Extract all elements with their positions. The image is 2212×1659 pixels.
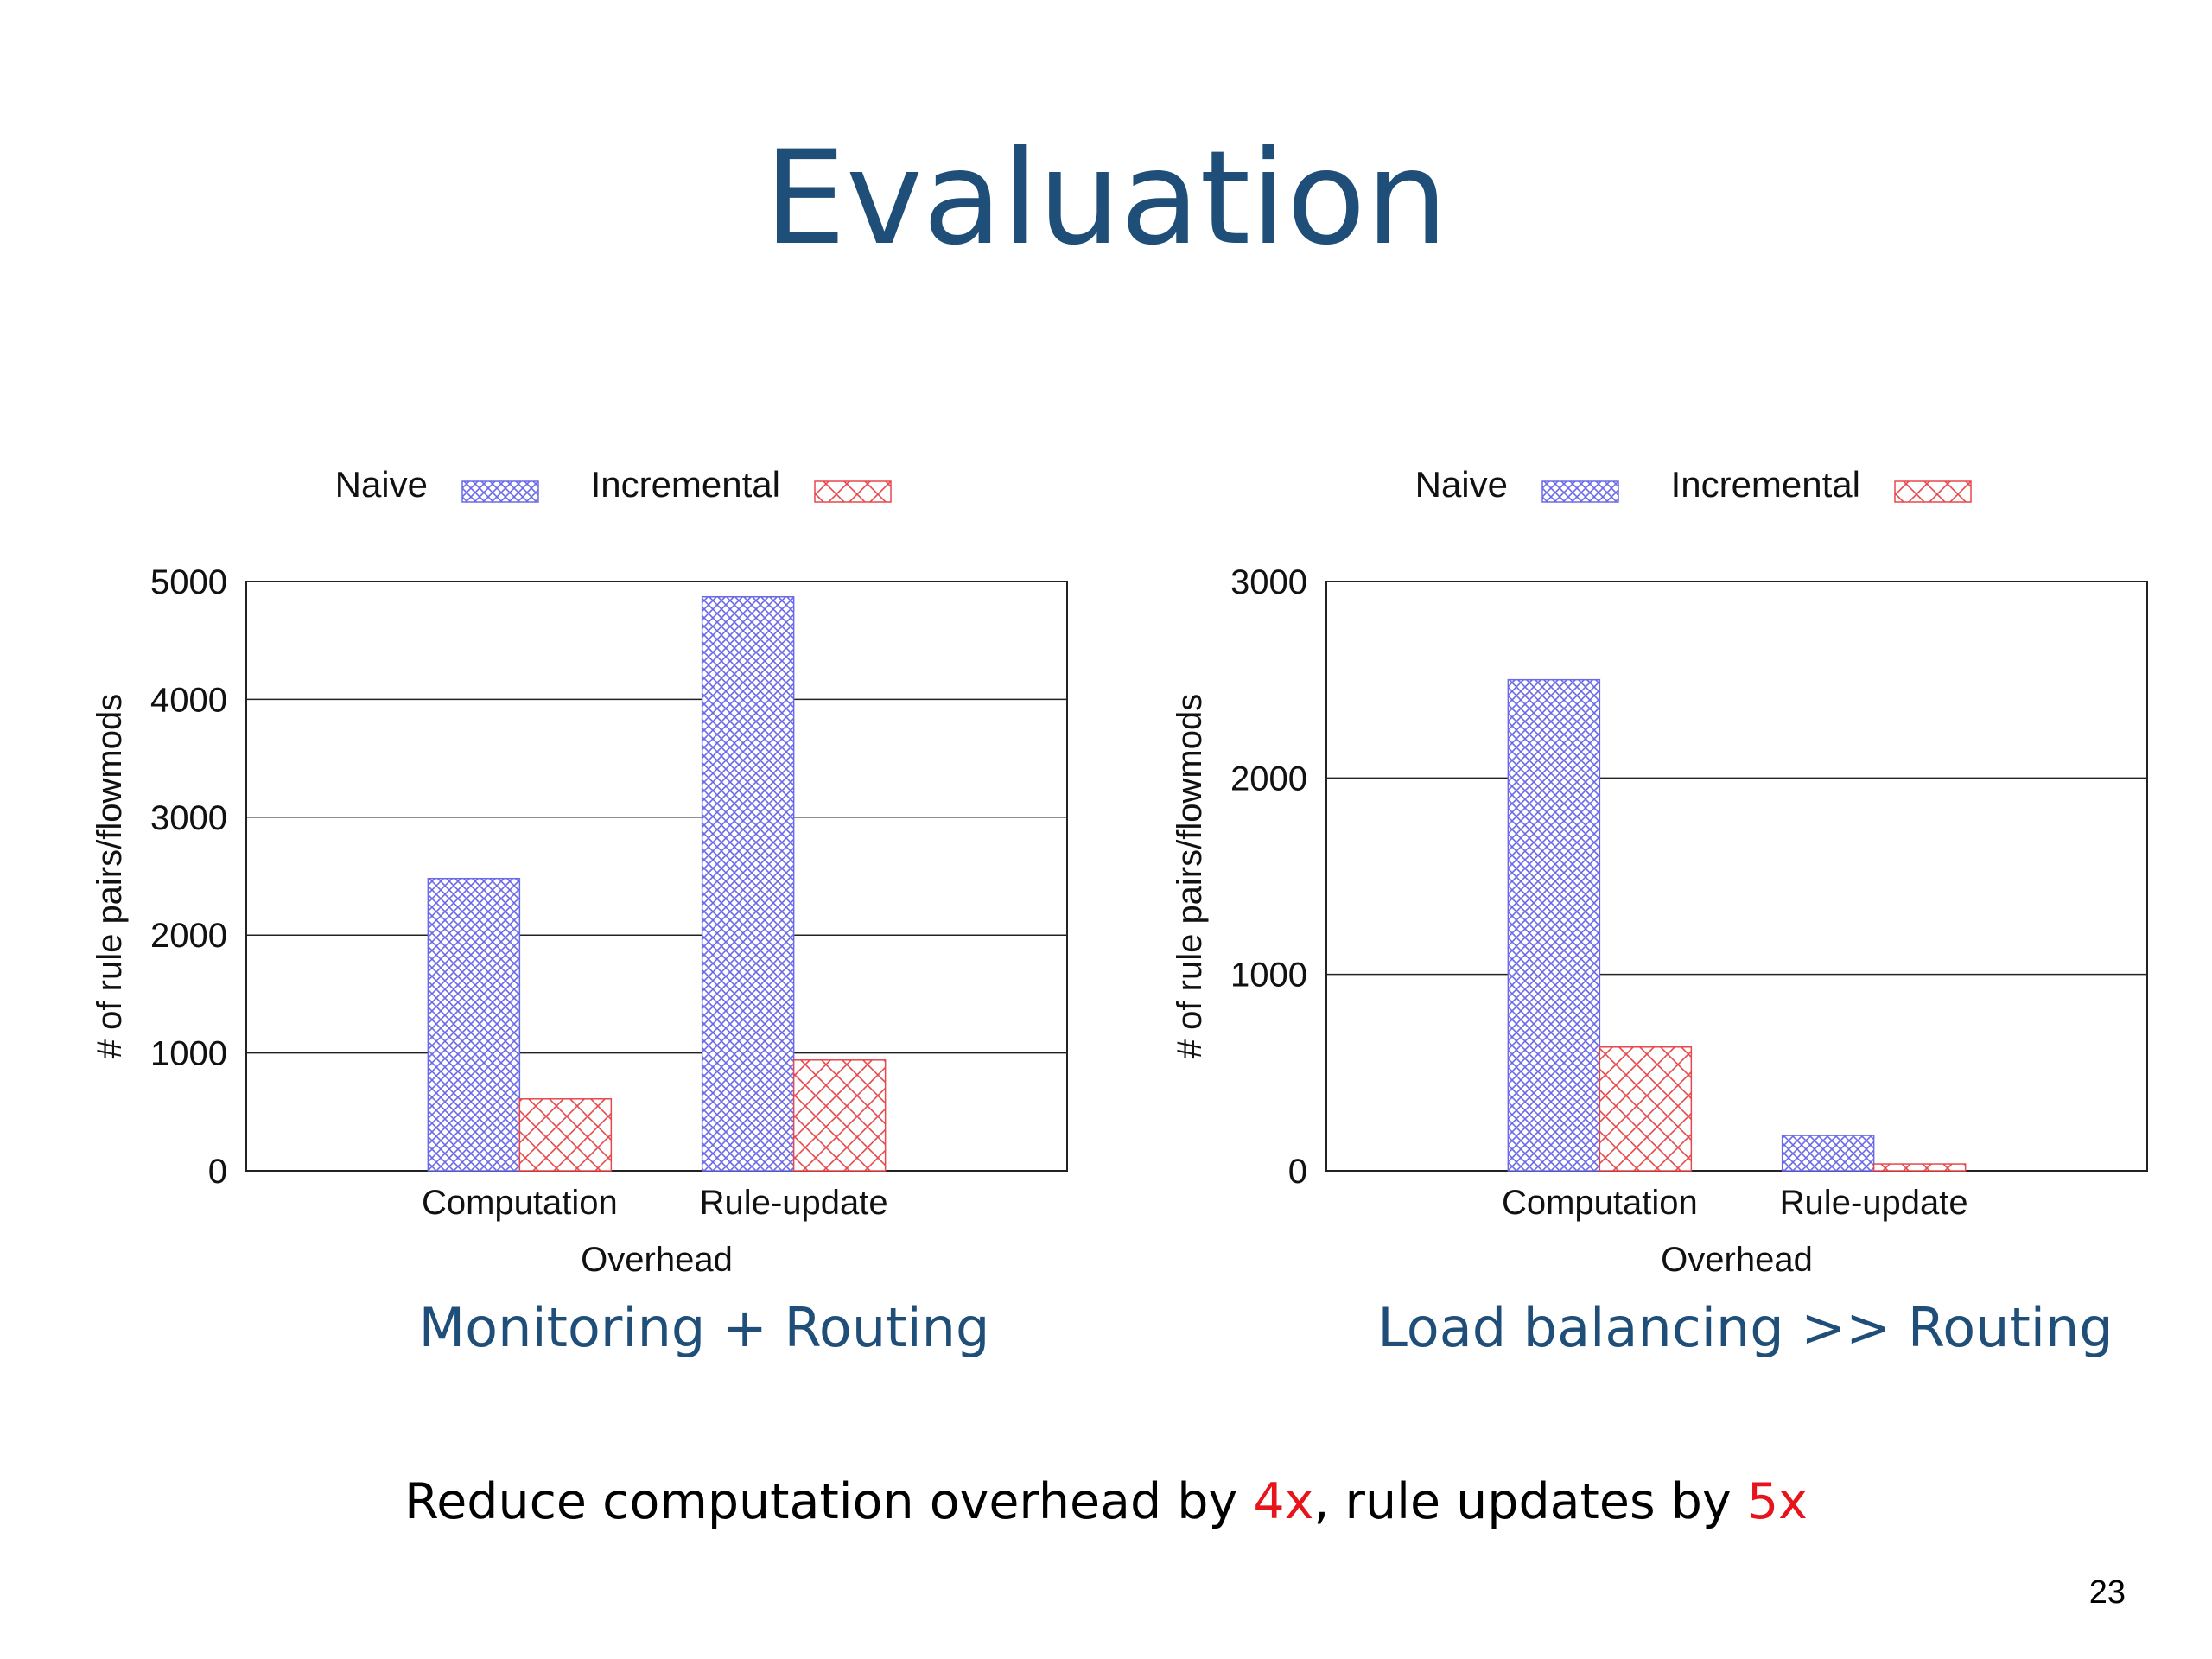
legend-label-naive: Naive bbox=[335, 464, 428, 505]
legend-label-incremental: Incremental bbox=[591, 464, 780, 505]
slide-title: Evaluation bbox=[764, 124, 1448, 274]
plot-frame bbox=[1325, 581, 2148, 1172]
y-tick-label: 0 bbox=[208, 1153, 227, 1191]
chart-caption-monitoring-routing: Monitoring + Routing bbox=[418, 1296, 990, 1359]
plot-frame bbox=[245, 581, 1068, 1172]
legend-swatch-naive bbox=[461, 480, 539, 503]
bar-incremental-rule-update bbox=[1872, 1163, 1967, 1172]
y-tick-label: 1000 bbox=[150, 1035, 227, 1073]
page-number: 23 bbox=[2088, 1574, 2126, 1611]
chart-load-balancing-routing: 0 1000 2000 3000 Computation Rule-update Overh… bbox=[1171, 464, 2148, 1279]
summary-prefix: Reduce computation overhead by bbox=[404, 1473, 1254, 1530]
bar-naive-computation bbox=[1507, 678, 1601, 1172]
summary-value-computation: 4x bbox=[1253, 1473, 1314, 1530]
y-tick-label: 1000 bbox=[1230, 957, 1307, 995]
legend-swatch-incremental bbox=[814, 480, 892, 503]
y-tick-label: 5000 bbox=[150, 563, 227, 601]
y-axis-label: # of rule pairs/flowmods bbox=[91, 694, 129, 1058]
legend-swatch-naive bbox=[1541, 480, 1619, 503]
bar-incremental-computation bbox=[518, 1098, 613, 1172]
summary-value-rule-updates: 5x bbox=[1746, 1473, 1808, 1530]
x-axis-label: Overhead bbox=[581, 1241, 733, 1279]
bar-incremental-rule-update bbox=[792, 1059, 887, 1172]
y-tick-label: 2000 bbox=[1230, 760, 1307, 798]
x-axis-label: Overhead bbox=[1661, 1241, 1813, 1279]
chart-monitoring-routing: 0 1000 2000 3000 4000 5000 Computation Rule-upd… bbox=[91, 464, 1068, 1279]
x-tick-label-computation: Computation bbox=[1502, 1184, 1698, 1222]
x-tick-label-computation: Computation bbox=[422, 1184, 618, 1222]
bar-incremental-computation bbox=[1599, 1046, 1693, 1172]
chart-caption-load-balancing-routing: Load balancing >> Routing bbox=[1377, 1296, 2113, 1359]
y-tick-label: 4000 bbox=[150, 681, 227, 719]
summary-text: Reduce computation overhead by 4x, rule … bbox=[0, 1473, 2212, 1530]
x-tick-label-rule-update: Rule-update bbox=[700, 1184, 888, 1222]
y-tick-label: 3000 bbox=[150, 799, 227, 837]
legend-swatch-incremental bbox=[1894, 480, 1972, 503]
legend-label-naive: Naive bbox=[1415, 464, 1508, 505]
legend-label-incremental: Incremental bbox=[1671, 464, 1860, 505]
x-tick-label-rule-update: Rule-update bbox=[1780, 1184, 1968, 1222]
bar-naive-rule-update bbox=[1781, 1135, 1875, 1172]
y-axis-label: # of rule pairs/flowmods bbox=[1171, 694, 1209, 1058]
bar-naive-computation bbox=[427, 877, 521, 1172]
y-tick-label: 2000 bbox=[150, 917, 227, 955]
bar-naive-rule-update bbox=[701, 595, 795, 1172]
summary-middle: , rule updates by bbox=[1313, 1473, 1747, 1530]
y-tick-label: 3000 bbox=[1230, 563, 1307, 601]
y-tick-label: 0 bbox=[1288, 1153, 1307, 1191]
